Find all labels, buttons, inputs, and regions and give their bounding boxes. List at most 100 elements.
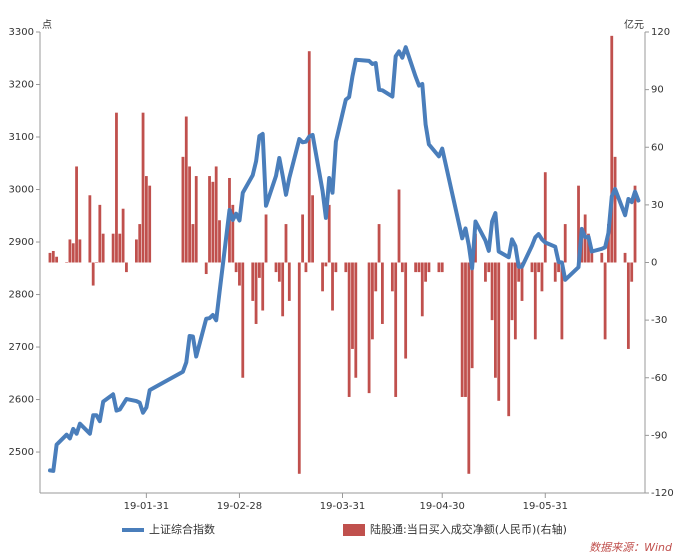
- x-tick-label: 19-04-30: [420, 501, 465, 512]
- bar: [148, 185, 152, 263]
- bar: [427, 262, 431, 273]
- bar: [540, 262, 544, 292]
- legend-label: 陆股通:当日买入成交净额(人民币)(右轴): [370, 522, 567, 536]
- bar: [251, 262, 255, 301]
- bar: [623, 252, 627, 263]
- x-tick-label: 19-01-31: [124, 501, 169, 512]
- y-tick-label: 2800: [9, 290, 34, 301]
- bar: [121, 208, 125, 263]
- bar: [347, 262, 351, 397]
- bar: [607, 224, 610, 263]
- bar: [234, 262, 238, 273]
- y-tick-label: 2500: [9, 447, 34, 458]
- bar: [494, 262, 497, 378]
- bar: [484, 262, 487, 282]
- bar: [467, 262, 471, 474]
- bar: [404, 262, 408, 359]
- y2-tick-label: -30: [651, 315, 667, 326]
- bar: [277, 262, 281, 282]
- bar: [587, 233, 590, 263]
- bar: [135, 239, 138, 263]
- bar: [191, 224, 195, 263]
- bar: [264, 214, 268, 263]
- y-tick-label: 3200: [9, 80, 34, 91]
- bar: [301, 214, 305, 263]
- y2-tick-label: -60: [651, 373, 667, 384]
- bar: [55, 256, 59, 263]
- bar: [211, 181, 215, 263]
- bar: [520, 262, 524, 301]
- bar: [397, 189, 401, 263]
- bar: [553, 262, 557, 282]
- bar: [344, 262, 348, 273]
- bar: [48, 252, 52, 263]
- bar: [374, 262, 378, 292]
- bar: [470, 262, 474, 369]
- bar: [111, 233, 115, 263]
- bar: [184, 116, 188, 263]
- bar: [75, 166, 78, 263]
- bar: [380, 262, 384, 324]
- bar: [261, 262, 265, 311]
- bar: [600, 252, 604, 263]
- bar: [490, 262, 494, 321]
- bar: [354, 262, 358, 378]
- bar: [577, 185, 580, 263]
- bar: [194, 176, 198, 263]
- bar: [633, 185, 637, 263]
- bar: [95, 262, 98, 263]
- bar: [603, 262, 607, 340]
- bar: [214, 166, 218, 263]
- bar: [231, 204, 235, 263]
- bar: [417, 262, 421, 273]
- bar: [311, 195, 314, 263]
- bar: [238, 262, 241, 286]
- bar: [65, 262, 68, 263]
- bar: [420, 262, 424, 317]
- bar: [371, 262, 374, 340]
- y2-tick-label: 30: [651, 200, 664, 211]
- bar: [626, 262, 630, 349]
- x-tick-label: 19-03-31: [320, 501, 365, 512]
- bar: [543, 172, 547, 263]
- bar: [101, 233, 105, 263]
- legend-swatch: [343, 524, 365, 536]
- bar: [560, 262, 564, 340]
- bar: [377, 224, 381, 263]
- bar: [208, 176, 211, 263]
- bar: [307, 51, 311, 263]
- bar: [241, 262, 245, 378]
- bar: [188, 166, 191, 263]
- y2-tick-label: -90: [651, 430, 667, 441]
- bar: [334, 262, 338, 273]
- bar: [630, 262, 634, 282]
- bar: [557, 262, 560, 273]
- bar: [218, 220, 221, 263]
- y-tick-label: 3000: [9, 185, 34, 196]
- bar: [613, 156, 617, 263]
- bar: [98, 204, 102, 263]
- bar: [78, 239, 82, 263]
- bar: [71, 243, 75, 263]
- bar: [610, 35, 614, 263]
- bar: [464, 262, 467, 397]
- bar: [304, 262, 308, 273]
- bar: [367, 262, 371, 394]
- source-note: 数据来源：Wind: [589, 541, 673, 554]
- line: [48, 45, 641, 473]
- x-tick-label: 19-02-28: [217, 501, 262, 512]
- bar: [297, 262, 301, 474]
- bar: [424, 262, 428, 282]
- y2-tick-label: -120: [651, 488, 674, 499]
- y-tick-label: 2600: [9, 395, 34, 406]
- y-tick-label: 2900: [9, 237, 34, 248]
- y-tick-label: 2700: [9, 342, 34, 353]
- bar: [257, 262, 261, 278]
- y-unit-label: 点: [42, 19, 52, 31]
- y2-unit-label: 亿元: [624, 18, 644, 31]
- bar: [321, 262, 324, 292]
- y2-tick-label: 60: [651, 142, 664, 153]
- bar: [437, 262, 441, 273]
- bar: [440, 262, 444, 273]
